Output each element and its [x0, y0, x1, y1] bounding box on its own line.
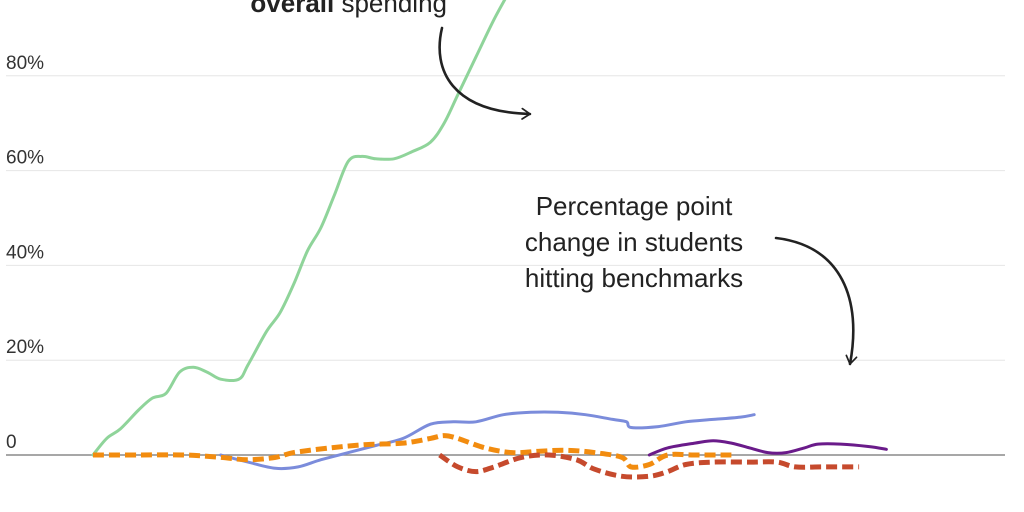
- y-axis-ticks: 0 20% 40% 60% 80%: [6, 53, 44, 453]
- series-line-2: [219, 410, 756, 471]
- spending-annotation-bold: overall: [250, 0, 334, 18]
- y-tick-label: 40%: [6, 242, 44, 263]
- spending-annotation: overall spending: [250, 0, 532, 120]
- spending-annotation-text: overall spending: [250, 0, 447, 18]
- y-tick-label: 20%: [6, 337, 44, 358]
- y-tick-label: 0: [6, 432, 17, 453]
- gridlines: [6, 75, 1005, 456]
- series-line-5: [647, 439, 888, 457]
- benchmarks-annotation: Percentage point change in students hitt…: [525, 191, 858, 366]
- spending-arrow: [438, 26, 532, 120]
- series-line-3: [92, 433, 732, 470]
- benchmarks-annotation-line-3: hitting benchmarks: [525, 263, 743, 293]
- y-tick-label: 80%: [6, 53, 44, 74]
- benchmarks-annotation-line-2: change in students: [525, 227, 743, 257]
- series-line-4: [438, 452, 860, 480]
- y-tick-label: 60%: [6, 148, 44, 169]
- spending-annotation-rest: spending: [334, 0, 447, 18]
- benchmarks-arrow: [774, 236, 858, 366]
- series-line-1: [91, 0, 507, 457]
- benchmarks-annotation-line-1: Percentage point: [536, 191, 733, 221]
- series-lines: [91, 0, 888, 480]
